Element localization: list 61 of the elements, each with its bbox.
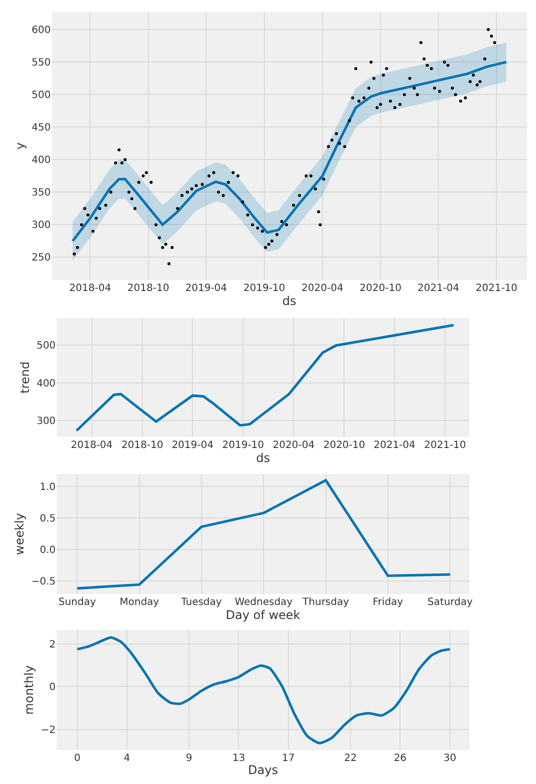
line-series [76,479,452,590]
y-axis-title: monthly [22,665,36,715]
x-axis-title: ds [256,451,270,465]
x-tick-label: 30 [443,753,456,764]
y-tick-label: 400 [36,378,56,390]
x-tick-label: 2019-04 [172,440,214,451]
x-tick-label: 2021-10 [476,283,518,294]
x-tick-label: 2021-04 [417,283,460,294]
x-tick-label: 4 [124,753,130,764]
line-series [76,636,452,744]
y-tick-label: 2 [49,639,56,650]
x-tick-label: 2021-04 [374,440,416,451]
y-tick-label: 350 [32,188,51,199]
x-axis-title: Days [248,762,278,777]
x-tick-label: 2018-10 [127,283,170,294]
x-tick-label: 9 [186,753,192,764]
x-tick-label: Saturday [428,597,473,608]
x-tick-label: Tuesday [180,597,222,608]
x-tick-label: 2019-10 [222,440,264,451]
x-tick-label: 2020-04 [302,283,344,294]
line-series [71,60,508,242]
line-series [75,324,455,432]
x-tick-label: 0 [74,753,80,764]
y-tick-label: 300 [32,220,51,232]
y-tick-label: 0 [49,682,56,694]
y-tick-label: 550 [32,58,51,69]
x-tick-label: 17 [282,753,295,764]
x-tick-label: Thursday [302,597,350,608]
y-tick-label: 400 [32,155,51,166]
x-tick-label: 2018-04 [69,283,112,294]
x-tick-label: Friday [372,597,404,608]
y-tick-label: 450 [32,122,51,134]
y-axis-title: trend [18,362,32,394]
x-tick-label: 2018-10 [121,440,164,451]
x-tick-label: 2020-10 [360,283,402,294]
x-tick-label: 13 [232,753,246,764]
x-tick-label: 2020-10 [323,440,366,451]
x-tick-label: 2021-10 [424,440,466,451]
y-axis-title: y [12,142,27,150]
x-tick-label: 2020-04 [272,440,315,451]
y-axis-title: weekly [12,513,27,555]
x-tick-label: 2018-04 [70,440,113,451]
y-tick-label: 600 [32,25,51,36]
y-tick-label: 0.5 [40,513,56,524]
x-axis-title: Day of week [226,608,300,622]
x-tick-label: Wednesday [234,597,293,608]
y-tick-label: −0.5 [31,576,56,588]
x-tick-label: 2019-10 [243,283,286,294]
x-tick-label: 2019-04 [185,283,228,294]
x-axis-title: ds [282,294,296,308]
y-tick-label: 250 [32,252,51,264]
y-tick-label: 0.0 [40,544,56,556]
x-tick-label: Monday [120,597,160,608]
y-tick-label: 300 [36,416,56,427]
x-tick-label: 22 [344,753,357,764]
y-tick-label: 1.0 [40,482,56,494]
y-tick-label: 500 [32,90,51,102]
x-tick-label: 26 [394,753,407,764]
y-tick-label: −2 [40,724,56,736]
x-tick-label: Sunday [58,597,96,608]
y-tick-label: 500 [36,340,56,352]
